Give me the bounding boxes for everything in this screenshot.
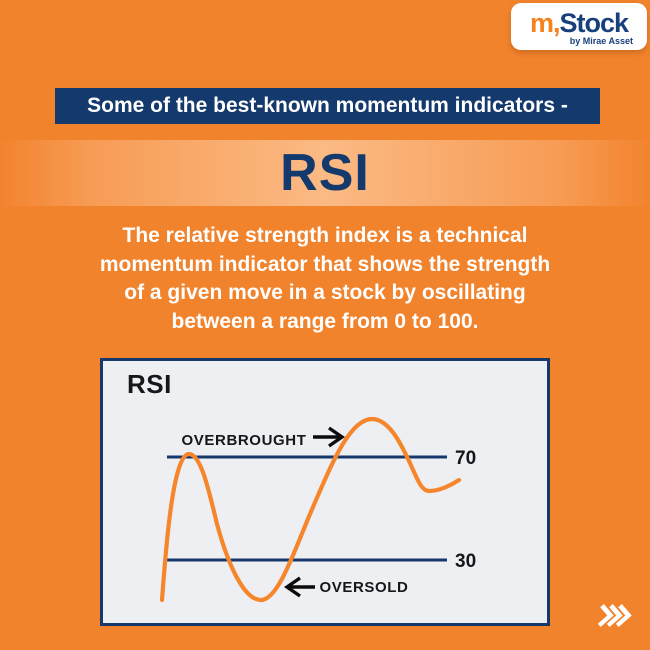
banner: Some of the best-known momentum indicato… — [55, 88, 600, 124]
brand-logo-wordmark: m, Stock — [529, 7, 629, 38]
brand-logo: m, Stock by Mirae Asset — [511, 3, 647, 50]
oversold-label: OVERSOLD — [320, 579, 409, 596]
heading-band: RSI — [0, 140, 650, 206]
upper-threshold-label: 70 — [455, 448, 476, 469]
description-line: between a range from 0 to 100. — [171, 309, 479, 333]
logo-byline: by Mirae Asset — [569, 35, 633, 46]
rsi-chart-canvas: 70 30 OVERBROUGHT OVERSOLD — [159, 416, 476, 603]
arrow-right-icon — [313, 426, 345, 448]
description: The relative strength index is a technic… — [0, 222, 650, 336]
page-title: RSI — [280, 144, 370, 202]
description-line: of a given move in a stock by oscillatin… — [124, 281, 526, 304]
rsi-chart: RSI 70 30 OVERBROUGHT OVERSOLD — [100, 358, 550, 626]
logo-m-prefix: m, — [529, 7, 560, 38]
logo-stock-text: Stock — [559, 7, 629, 38]
arrow-left-icon — [284, 576, 315, 598]
overbought-label: OVERBROUGHT — [182, 432, 307, 449]
lower-threshold-label: 30 — [455, 551, 476, 572]
triple-chevron-right-icon[interactable] — [597, 602, 633, 629]
banner-text: Some of the best-known momentum indicato… — [87, 94, 568, 117]
description-line: The relative strength index is a technic… — [122, 224, 528, 247]
chart-title: RSI — [127, 369, 172, 399]
description-line: momentum indicator that shows the streng… — [99, 252, 551, 276]
rsi-curve — [159, 416, 462, 603]
